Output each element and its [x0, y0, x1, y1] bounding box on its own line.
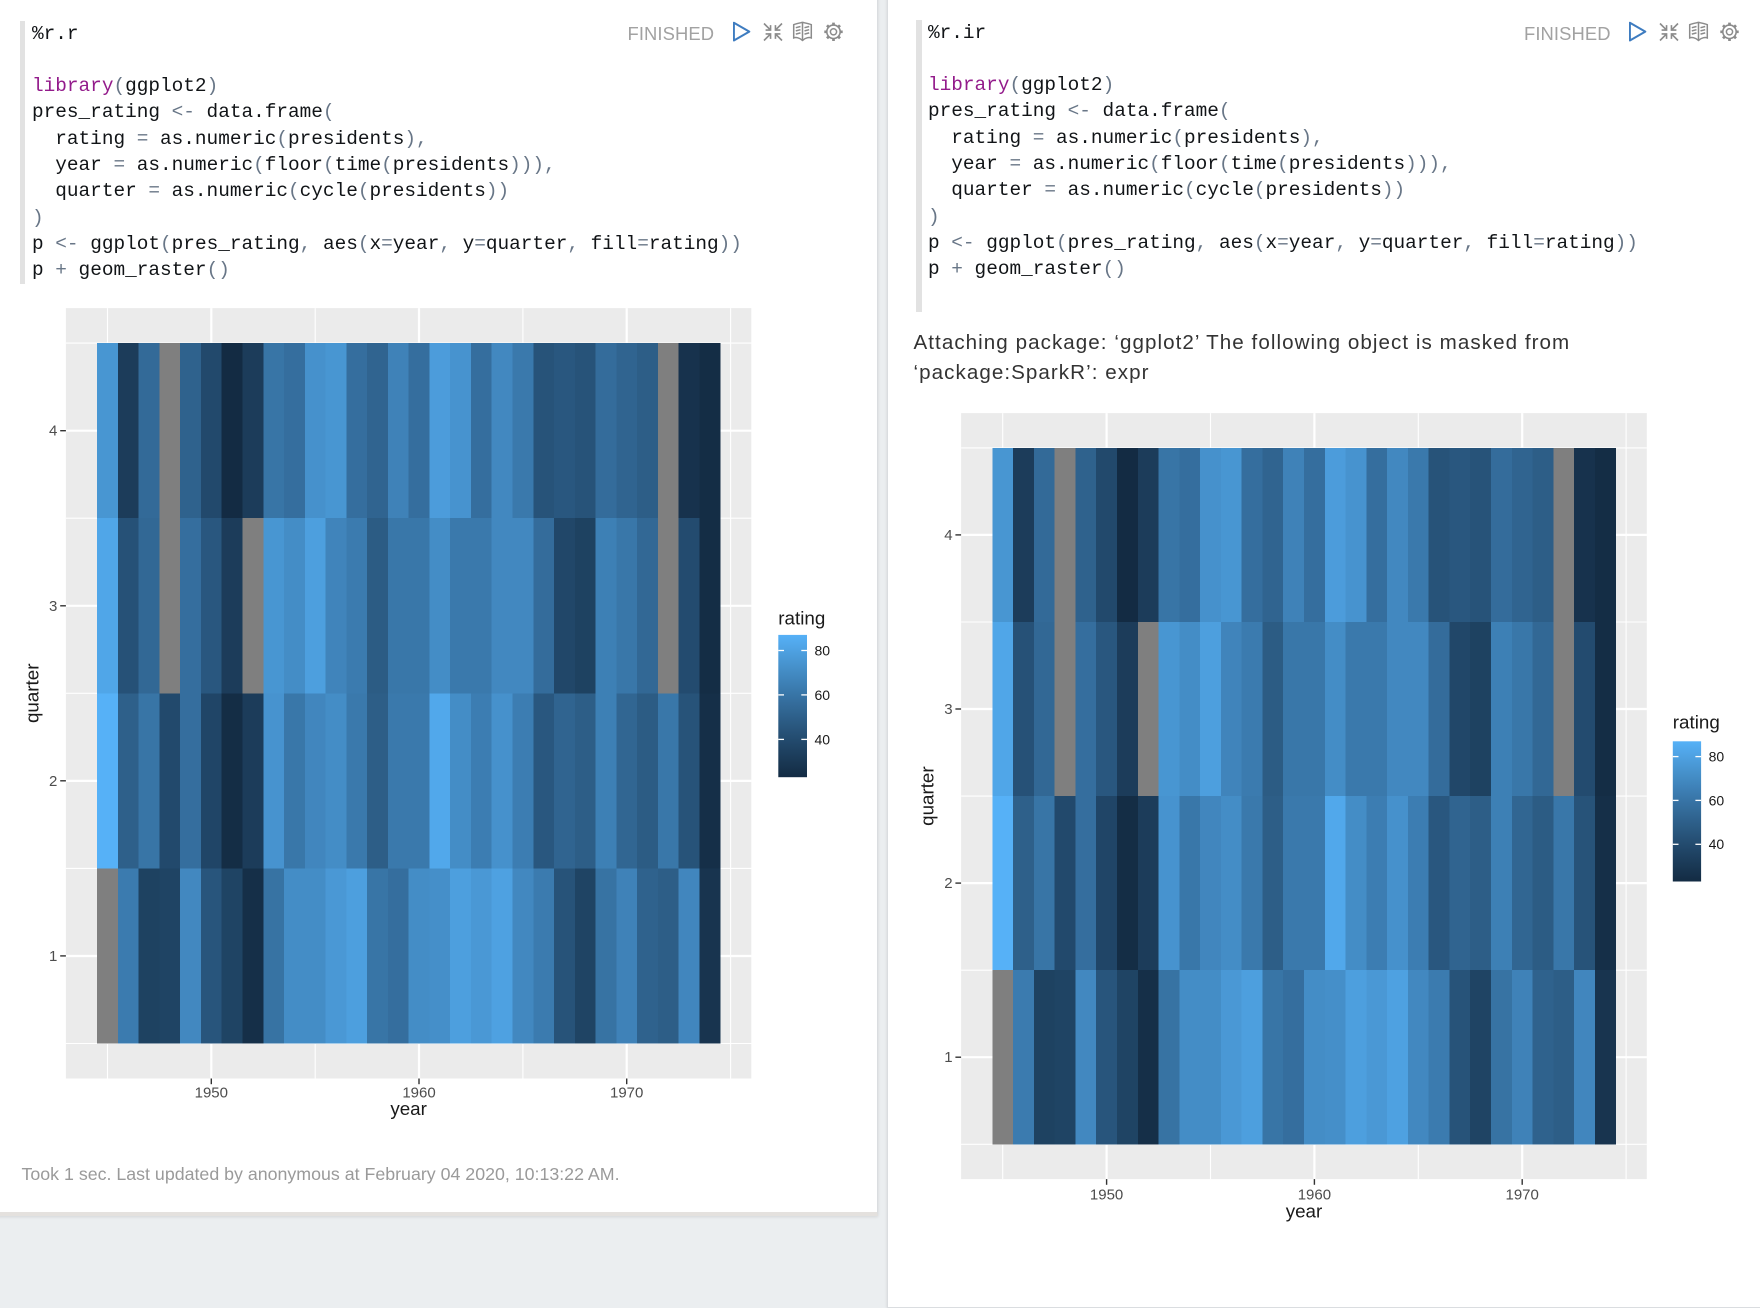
svg-text:60: 60 [1709, 792, 1725, 808]
svg-text:4: 4 [944, 527, 952, 544]
svg-text:year: year [1286, 1200, 1323, 1221]
svg-text:1950: 1950 [1090, 1187, 1123, 1204]
svg-text:year: year [390, 1098, 427, 1119]
svg-text:1950: 1950 [195, 1085, 228, 1102]
svg-text:3: 3 [49, 598, 57, 615]
svg-text:1970: 1970 [1506, 1187, 1539, 1204]
svg-text:1: 1 [944, 1049, 952, 1066]
svg-text:80: 80 [815, 642, 831, 658]
svg-text:60: 60 [815, 687, 831, 703]
svg-text:3: 3 [944, 701, 952, 718]
svg-text:quarter: quarter [917, 766, 938, 826]
svg-text:1: 1 [49, 948, 57, 965]
svg-text:rating: rating [778, 607, 825, 628]
svg-text:rating: rating [1673, 712, 1720, 733]
svg-text:4: 4 [49, 423, 57, 440]
svg-text:1960: 1960 [1298, 1187, 1331, 1204]
svg-text:1960: 1960 [402, 1085, 435, 1102]
svg-text:quarter: quarter [21, 664, 42, 724]
svg-text:40: 40 [815, 731, 831, 747]
svg-text:2: 2 [944, 875, 952, 892]
svg-text:1970: 1970 [610, 1085, 643, 1102]
svg-text:80: 80 [1709, 749, 1725, 765]
svg-text:2: 2 [49, 773, 57, 790]
svg-text:40: 40 [1709, 836, 1725, 852]
